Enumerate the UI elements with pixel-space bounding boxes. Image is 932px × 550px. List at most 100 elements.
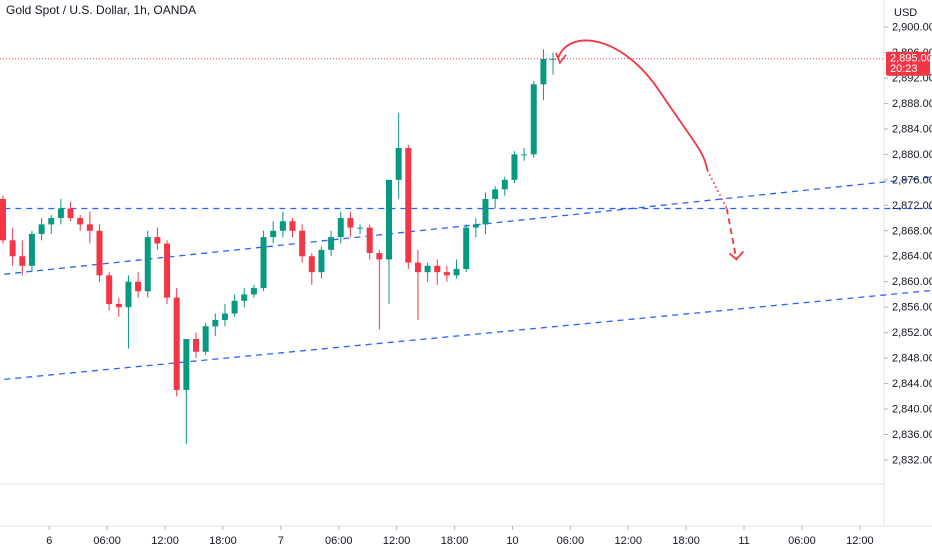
- candle[interactable]: [328, 230, 335, 257]
- candle[interactable]: [357, 224, 364, 234]
- candle[interactable]: [482, 192, 489, 234]
- candle-body: [453, 268, 460, 276]
- candle[interactable]: [212, 313, 219, 336]
- candle[interactable]: [521, 147, 528, 161]
- candle[interactable]: [511, 151, 518, 184]
- symbol-title: Gold Spot / U.S. Dollar, 1h, OANDA: [6, 3, 196, 17]
- candle-body: [414, 262, 421, 273]
- candle[interactable]: [279, 211, 286, 238]
- candle[interactable]: [173, 288, 180, 397]
- candle[interactable]: [28, 230, 35, 273]
- candle[interactable]: [250, 284, 257, 298]
- candle[interactable]: [289, 218, 296, 238]
- candle-body: [106, 275, 113, 304]
- candle[interactable]: [106, 272, 113, 311]
- candle-body: [540, 58, 547, 85]
- candle[interactable]: [115, 297, 122, 317]
- candle[interactable]: [164, 240, 171, 304]
- candle[interactable]: [38, 218, 45, 241]
- candle[interactable]: [221, 303, 228, 327]
- candle[interactable]: [231, 294, 238, 317]
- time-tick-label: 18:00: [209, 535, 237, 547]
- candle[interactable]: [492, 186, 499, 209]
- trendline-1[interactable]: [0, 126, 932, 276]
- candle-body: [115, 303, 122, 308]
- currency-label: USD: [894, 7, 917, 19]
- candle[interactable]: [463, 224, 470, 273]
- candle-body: [357, 227, 364, 229]
- candle[interactable]: [424, 262, 431, 282]
- candle[interactable]: [135, 272, 142, 298]
- candle[interactable]: [501, 176, 508, 196]
- price-tick-label: 2,876.000: [892, 174, 932, 186]
- price-axis[interactable]: 2,832.000 2,836.000 2,840.000 2,844.000 2,84…: [884, 22, 932, 467]
- candle[interactable]: [366, 224, 373, 260]
- time-tick-label: 12:00: [846, 535, 874, 547]
- candle-body: [260, 237, 267, 289]
- candle-body: [366, 227, 373, 254]
- candle[interactable]: [530, 81, 537, 158]
- candle[interactable]: [48, 214, 55, 234]
- candle[interactable]: [202, 323, 209, 355]
- candle[interactable]: [540, 49, 547, 101]
- candle-body: [193, 339, 199, 352]
- candle[interactable]: [260, 230, 267, 292]
- candle-body: [0, 198, 6, 241]
- candle[interactable]: [337, 211, 344, 244]
- candle[interactable]: [67, 202, 74, 222]
- projection-dashed: [725, 208, 738, 260]
- time-tick-label: 18:00: [672, 535, 700, 547]
- candle-body: [472, 224, 479, 228]
- candle[interactable]: [453, 259, 460, 279]
- candle[interactable]: [386, 179, 392, 304]
- candle[interactable]: [9, 227, 16, 266]
- projection-arc[interactable]: [557, 39, 709, 171]
- candle[interactable]: [241, 288, 248, 308]
- trendline-2[interactable]: [0, 244, 932, 381]
- candle-body: [501, 179, 508, 190]
- candle[interactable]: [308, 253, 315, 285]
- candle[interactable]: [154, 227, 161, 250]
- candle[interactable]: [183, 339, 190, 445]
- candle[interactable]: [77, 214, 84, 231]
- candle-body: [135, 281, 142, 292]
- plot-area[interactable]: [0, 0, 884, 526]
- candle[interactable]: [299, 224, 306, 263]
- candle[interactable]: [86, 211, 93, 244]
- candle-body: [48, 218, 55, 225]
- candle[interactable]: [376, 249, 383, 330]
- candle[interactable]: [443, 265, 450, 282]
- price-tick-label: 2,856.000: [892, 302, 932, 314]
- candle[interactable]: [550, 52, 557, 75]
- candle[interactable]: [472, 218, 479, 238]
- time-tick-label: 06:00: [788, 535, 816, 547]
- candle[interactable]: [270, 221, 277, 244]
- time-tick-label: 18:00: [441, 535, 469, 547]
- price-tick-label: 2,860.000: [892, 276, 932, 288]
- candle-body: [521, 154, 528, 156]
- candle[interactable]: [125, 275, 132, 349]
- candle-body: [376, 253, 383, 260]
- candle[interactable]: [414, 249, 421, 320]
- candle[interactable]: [0, 195, 6, 244]
- price-tick-label: 2,884.000: [892, 123, 932, 135]
- candle[interactable]: [434, 259, 441, 285]
- candle[interactable]: [96, 224, 103, 282]
- time-tick-label: 11: [738, 535, 749, 547]
- candle-body: [38, 224, 45, 234]
- candle[interactable]: [318, 246, 325, 279]
- candle-body: [328, 237, 335, 250]
- candle-body: [183, 339, 190, 390]
- time-axis[interactable]: 6 06:00 12:00 18:00 7 06:00 12:00 18:00 10 06:00 1…: [46, 526, 874, 547]
- candle-body: [212, 319, 219, 327]
- candle[interactable]: [405, 144, 412, 269]
- candle[interactable]: [144, 230, 151, 298]
- candle-body: [221, 313, 228, 320]
- candle[interactable]: [19, 240, 26, 276]
- projection-start-mark: [555, 52, 567, 65]
- candle[interactable]: [57, 198, 64, 225]
- candle[interactable]: [347, 211, 354, 238]
- candle[interactable]: [193, 332, 199, 359]
- candle[interactable]: [395, 112, 402, 199]
